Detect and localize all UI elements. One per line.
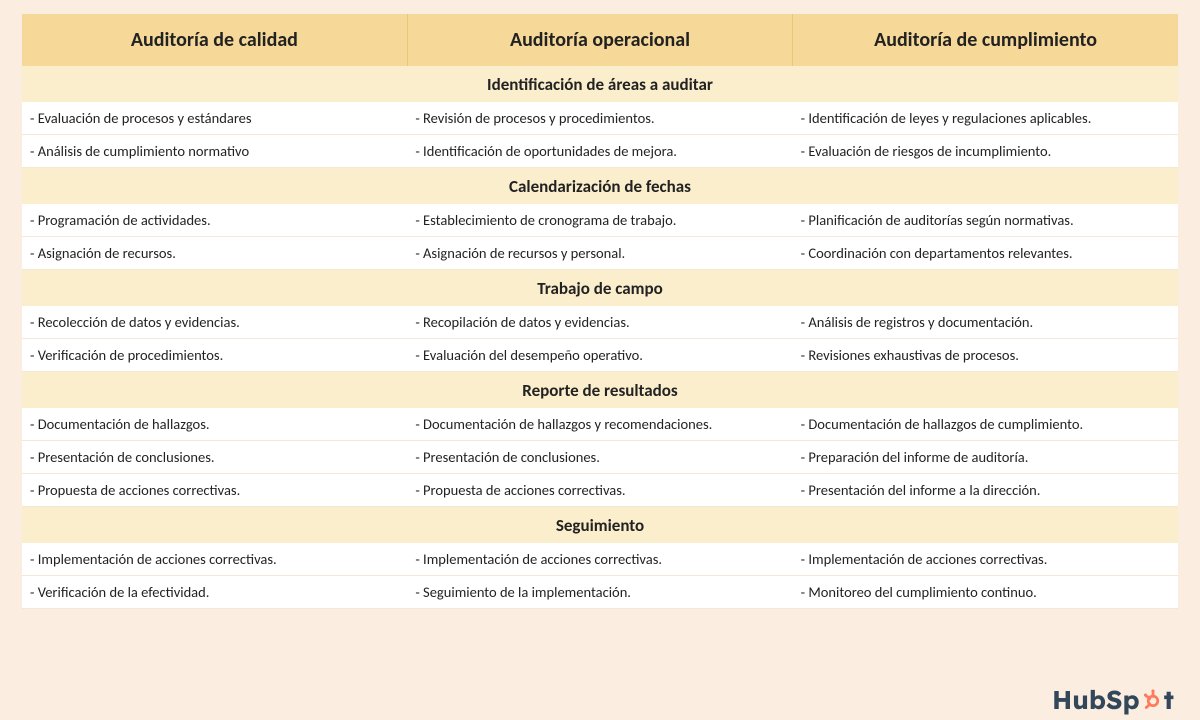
- table-cell: - Preparación del informe de auditoría.: [793, 441, 1178, 474]
- table-cell: - Evaluación del desempeño operativo.: [407, 339, 792, 372]
- section-row: Reporte de resultados: [22, 372, 1178, 409]
- section-row: Trabajo de campo: [22, 270, 1178, 307]
- col-header-operacional: Auditoría operacional: [407, 14, 792, 66]
- sprocket-icon: [1142, 689, 1164, 711]
- col-header-calidad: Auditoría de calidad: [22, 14, 407, 66]
- section-row: Seguimiento: [22, 507, 1178, 544]
- table-cell: - Presentación de conclusiones.: [407, 441, 792, 474]
- table-row: - Programación de actividades.- Establec…: [22, 204, 1178, 237]
- section-title: Identificación de áreas a auditar: [22, 66, 1178, 102]
- audit-comparison-table: Auditoría de calidad Auditoría operacion…: [22, 14, 1178, 609]
- logo-text-left: HubSp: [1052, 683, 1140, 716]
- section-title: Calendarización de fechas: [22, 168, 1178, 205]
- table-cell: - Propuesta de acciones correctivas.: [407, 474, 792, 507]
- section-title: Trabajo de campo: [22, 270, 1178, 307]
- table-cell: - Revisiones exhaustivas de procesos.: [793, 339, 1178, 372]
- table-row: - Verificación de procedimientos.- Evalu…: [22, 339, 1178, 372]
- table-body: Identificación de áreas a auditar- Evalu…: [22, 66, 1178, 609]
- table-cell: - Análisis de cumplimiento normativo: [22, 135, 407, 168]
- table-cell: - Verificación de la efectividad.: [22, 576, 407, 609]
- table-cell: - Análisis de registros y documentación.: [793, 306, 1178, 339]
- table-cell: - Seguimiento de la implementación.: [407, 576, 792, 609]
- table-cell: - Documentación de hallazgos de cumplimi…: [793, 408, 1178, 441]
- table-cell: - Verificación de procedimientos.: [22, 339, 407, 372]
- table-row: - Asignación de recursos.- Asignación de…: [22, 237, 1178, 270]
- table-cell: - Recolección de datos y evidencias.: [22, 306, 407, 339]
- table-cell: - Evaluación de riesgos de incumplimient…: [793, 135, 1178, 168]
- table-cell: - Revisión de procesos y procedimientos.: [407, 102, 792, 135]
- table-row: - Evaluación de procesos y estándares- R…: [22, 102, 1178, 135]
- table-row: - Verificación de la efectividad.- Segui…: [22, 576, 1178, 609]
- table-cell: - Identificación de leyes y regulaciones…: [793, 102, 1178, 135]
- table-cell: - Coordinación con departamentos relevan…: [793, 237, 1178, 270]
- table-cell: - Asignación de recursos y personal.: [407, 237, 792, 270]
- section-row: Identificación de áreas a auditar: [22, 66, 1178, 102]
- table-cell: - Presentación del informe a la direcció…: [793, 474, 1178, 507]
- section-row: Calendarización de fechas: [22, 168, 1178, 205]
- table-row: - Documentación de hallazgos.- Documenta…: [22, 408, 1178, 441]
- section-title: Reporte de resultados: [22, 372, 1178, 409]
- table-cell: - Presentación de conclusiones.: [22, 441, 407, 474]
- section-title: Seguimiento: [22, 507, 1178, 544]
- table-row: - Recolección de datos y evidencias.- Re…: [22, 306, 1178, 339]
- header-row: Auditoría de calidad Auditoría operacion…: [22, 14, 1178, 66]
- table-row: - Implementación de acciones correctivas…: [22, 543, 1178, 576]
- table-cell: - Implementación de acciones correctivas…: [407, 543, 792, 576]
- table-cell: - Implementación de acciones correctivas…: [22, 543, 407, 576]
- table-cell: - Propuesta de acciones correctivas.: [22, 474, 407, 507]
- table-cell: - Documentación de hallazgos y recomenda…: [407, 408, 792, 441]
- col-header-cumplimiento: Auditoría de cumplimiento: [793, 14, 1178, 66]
- table-row: - Presentación de conclusiones.- Present…: [22, 441, 1178, 474]
- page: Auditoría de calidad Auditoría operacion…: [0, 0, 1200, 720]
- logo-text-right: t: [1164, 683, 1174, 716]
- table-cell: - Establecimiento de cronograma de traba…: [407, 204, 792, 237]
- table-cell: - Recopilación de datos y evidencias.: [407, 306, 792, 339]
- table-cell: - Implementación de acciones correctivas…: [793, 543, 1178, 576]
- table-cell: - Asignación de recursos.: [22, 237, 407, 270]
- table-row: - Análisis de cumplimiento normativo- Id…: [22, 135, 1178, 168]
- table-cell: - Programación de actividades.: [22, 204, 407, 237]
- table-cell: - Monitoreo del cumplimiento continuo.: [793, 576, 1178, 609]
- table-cell: - Evaluación de procesos y estándares: [22, 102, 407, 135]
- hubspot-logo: HubSp t: [1052, 683, 1174, 716]
- table-row: - Propuesta de acciones correctivas.- Pr…: [22, 474, 1178, 507]
- table-cell: - Documentación de hallazgos.: [22, 408, 407, 441]
- table-cell: - Planificación de auditorías según norm…: [793, 204, 1178, 237]
- table-cell: - Identificación de oportunidades de mej…: [407, 135, 792, 168]
